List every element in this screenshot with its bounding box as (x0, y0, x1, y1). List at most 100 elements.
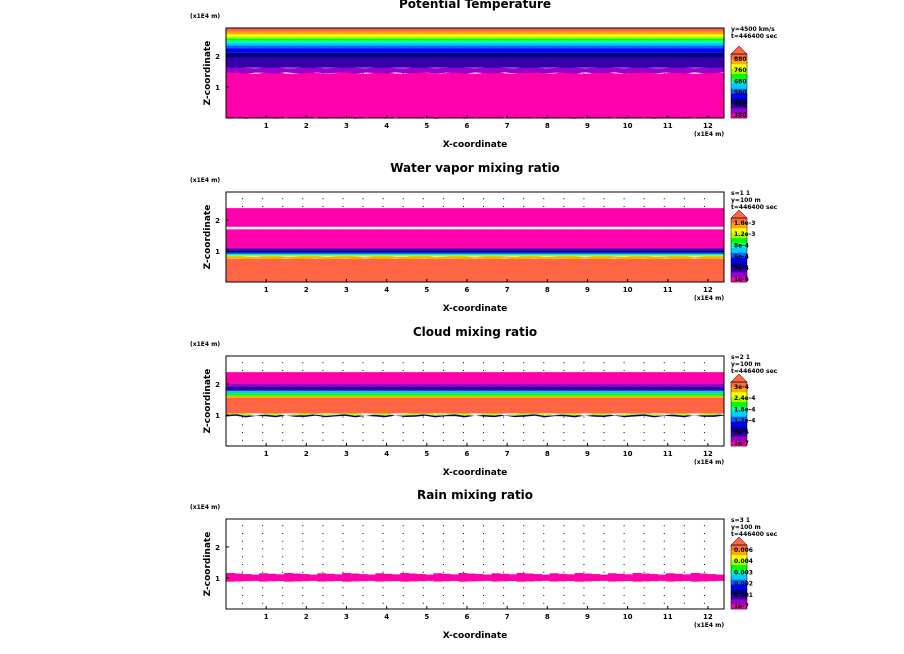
x-tick-label: 10 (623, 613, 633, 621)
grid-dot (402, 587, 404, 589)
grid-dot (523, 564, 525, 565)
grid-dot (703, 571, 705, 573)
rain-patch (309, 574, 318, 581)
colorbar-frame (730, 53, 748, 119)
grid-dot (442, 595, 444, 597)
grid-dot (422, 369, 424, 371)
x-tick-label: 11 (663, 613, 673, 621)
grid-dot (703, 416, 705, 418)
rain-patch (325, 573, 335, 582)
info-text: y=100 m (731, 197, 761, 204)
colorbar-label: 0.004 (734, 558, 753, 565)
grid-dot (422, 525, 424, 527)
x-tick-label: 7 (505, 286, 510, 294)
colorbar-label: 1e-7 (734, 440, 749, 447)
grid-dot (703, 532, 705, 534)
contour-band (226, 397, 724, 414)
colorbar-swatch (731, 73, 747, 79)
grid-dot (382, 432, 384, 434)
grid-dot (422, 424, 424, 426)
grid-dot (643, 424, 645, 426)
grid-dot (663, 587, 665, 589)
z-tick-label: 1 (215, 575, 220, 583)
grid-dot (422, 532, 424, 534)
grid-dot (543, 424, 545, 426)
z-tick-label: 1 (215, 84, 220, 92)
grid-dot (603, 205, 605, 207)
grid-dot (703, 556, 705, 558)
grid-dot (583, 525, 585, 527)
colorbar-swatch (731, 574, 747, 580)
grid-dot (543, 571, 545, 573)
info-text: s=2 1 (731, 354, 750, 361)
grid-dot (603, 369, 605, 371)
grid-dot (543, 369, 545, 371)
z-unit-label: (x1E4 m) (190, 504, 220, 511)
grid-dot (543, 540, 545, 542)
grid-dot (483, 198, 485, 200)
grid-dot (322, 205, 324, 207)
grid-dot (242, 424, 244, 426)
grid-dot (583, 432, 585, 434)
grid-dot (242, 205, 244, 207)
colorbar-swatch (731, 421, 747, 427)
grid-dot (523, 424, 525, 426)
grid-dot (583, 571, 585, 573)
x-tick-label: 1 (264, 122, 269, 130)
grid-dot (483, 525, 485, 527)
grid-dot (442, 602, 444, 604)
grid-dot (483, 564, 485, 565)
rain-patch (292, 573, 302, 582)
grid-dot (302, 439, 304, 441)
grid-dot (623, 424, 625, 426)
grid-dot (282, 362, 284, 364)
grid-dot (362, 571, 364, 573)
x-tick-label: 6 (465, 613, 470, 621)
x-tick-label: 9 (585, 286, 590, 294)
grid-dot (442, 587, 444, 589)
colorbar-swatch (731, 431, 747, 437)
grid-dot (422, 205, 424, 207)
grid-dot (523, 540, 525, 542)
colorbar-swatch (731, 564, 747, 570)
grid-dot (503, 439, 505, 441)
colorbar-label: 0.001 (734, 592, 753, 599)
grid-dot (302, 432, 304, 434)
grid-dot (382, 571, 384, 573)
grid-dot (623, 548, 625, 550)
grid-dot (623, 439, 625, 441)
colorbar-swatch (731, 386, 747, 393)
grid-dot (543, 205, 545, 207)
colorbar-swatch (731, 382, 747, 388)
grid-dot (663, 439, 665, 441)
grid-dot (302, 532, 304, 534)
rain-patch (250, 574, 260, 581)
grid-dot (282, 525, 284, 527)
grid-dot (402, 205, 404, 207)
grid-dot (563, 432, 565, 434)
rain-patch (516, 573, 526, 582)
grid-dot (663, 369, 665, 371)
grid-dot (483, 369, 485, 371)
rain-patch (524, 573, 534, 582)
grid-dot (703, 595, 705, 597)
x-tick-label: 8 (545, 450, 550, 458)
grid-dot (543, 602, 545, 604)
colorbar-swatch (731, 411, 747, 417)
grid-dot (402, 602, 404, 604)
grid-dot (282, 595, 284, 597)
grid-dot (583, 532, 585, 534)
grid-dot (462, 540, 464, 542)
grid-dot (583, 602, 585, 604)
x-tick-label: 3 (344, 450, 349, 458)
grid-dot (663, 362, 665, 364)
colorbar-swatch (731, 242, 747, 248)
grid-dot (683, 362, 685, 364)
colorbar: 880 760 680 580 460 380 (730, 45, 748, 119)
colorbar-label: 6e-5 (734, 429, 749, 436)
grid-dot (623, 532, 625, 534)
grid-dot (382, 595, 384, 597)
grid-dot (663, 432, 665, 434)
grid-dot (402, 556, 404, 558)
x-tick-label: 10 (623, 286, 633, 294)
